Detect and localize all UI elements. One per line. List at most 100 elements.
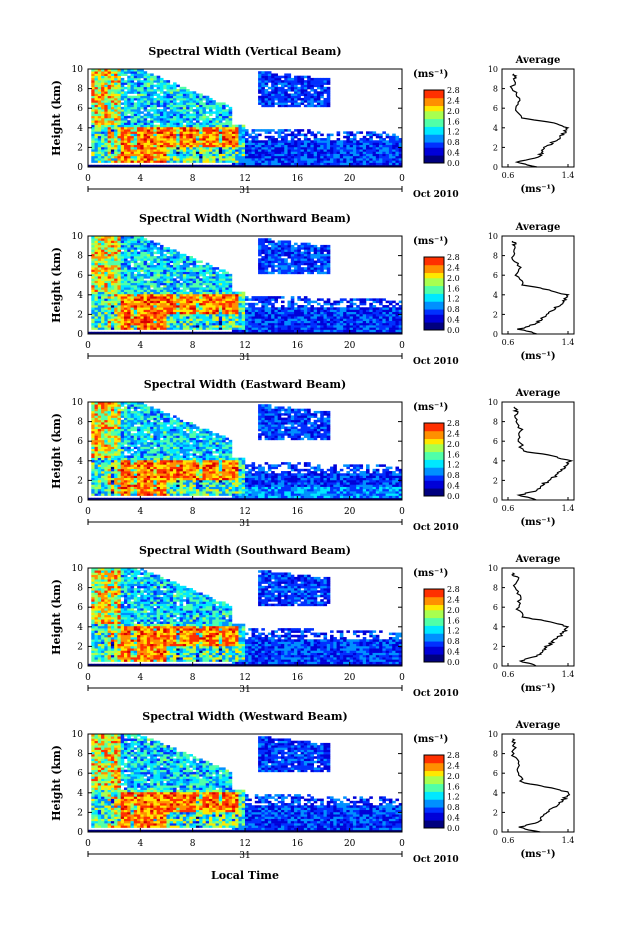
heatmap-cell bbox=[222, 302, 226, 306]
heatmap-cell bbox=[110, 240, 115, 243]
heatmap-cell bbox=[104, 273, 108, 277]
heatmap-cell bbox=[143, 260, 148, 264]
heatmap-cell bbox=[130, 158, 135, 161]
heatmap-cell bbox=[97, 135, 102, 139]
heatmap-cell bbox=[104, 100, 108, 103]
heatmap-cell bbox=[235, 160, 239, 163]
heatmap-cell bbox=[379, 140, 383, 143]
heatmap-cell bbox=[169, 282, 174, 286]
heatmap-cell bbox=[107, 153, 112, 157]
heatmap-cell bbox=[294, 302, 298, 306]
heatmap-cell bbox=[199, 285, 203, 288]
heatmap-cell bbox=[163, 285, 167, 288]
heatmap-cell bbox=[300, 133, 305, 137]
heatmap-cell bbox=[166, 285, 171, 288]
heatmap-cell bbox=[271, 325, 275, 328]
heatmap-cell bbox=[258, 91, 262, 94]
heatmap-cell bbox=[189, 93, 193, 97]
heatmap-cell bbox=[159, 102, 164, 105]
heatmap-cell bbox=[248, 146, 252, 150]
heatmap-cell bbox=[316, 251, 321, 255]
heatmap-cell bbox=[182, 309, 187, 313]
heatmap-cell bbox=[153, 287, 157, 290]
heatmap-cell bbox=[271, 311, 275, 315]
heatmap-cell bbox=[150, 278, 154, 281]
heatmap-cell bbox=[284, 327, 288, 330]
heatmap-cell bbox=[130, 69, 135, 72]
heatmap-cell bbox=[117, 113, 122, 117]
heatmap-cell bbox=[127, 82, 131, 85]
heatmap-cell bbox=[107, 71, 112, 74]
heatmap-cell bbox=[346, 142, 350, 146]
heatmap-cell bbox=[222, 311, 226, 315]
heatmap-cell bbox=[205, 311, 210, 315]
heatmap-cell bbox=[297, 313, 301, 317]
heatmap-cell bbox=[284, 77, 288, 81]
heatmap-cell bbox=[189, 120, 193, 123]
heatmap-cell bbox=[137, 264, 141, 268]
heatmap-cell bbox=[284, 329, 288, 333]
heatmap-cell bbox=[222, 155, 226, 159]
heatmap-cell bbox=[143, 80, 148, 83]
heatmap-cell bbox=[94, 135, 99, 139]
heatmap-cell bbox=[179, 86, 184, 90]
heatmap-cell bbox=[258, 260, 262, 264]
heatmap-cell bbox=[163, 115, 167, 119]
heatmap-cell bbox=[143, 291, 148, 295]
heatmap-cell bbox=[140, 296, 144, 299]
heatmap-cell bbox=[176, 316, 180, 319]
heatmap-cell bbox=[264, 302, 269, 306]
heatmap-cell bbox=[307, 260, 311, 264]
heatmap-cell bbox=[343, 153, 347, 157]
heatmap-cell bbox=[228, 276, 233, 279]
heatmap-cell bbox=[127, 153, 131, 157]
heatmap-cell bbox=[114, 133, 118, 137]
heatmap-cell bbox=[91, 253, 95, 257]
heatmap-cell bbox=[392, 158, 396, 161]
heatmap-cell bbox=[231, 331, 236, 335]
heatmap-cell bbox=[133, 291, 138, 295]
heatmap-cell bbox=[91, 89, 95, 92]
heatmap-cell bbox=[228, 278, 233, 281]
heatmap-cell bbox=[212, 140, 216, 143]
heatmap-cell bbox=[107, 262, 112, 266]
heatmap-cell bbox=[346, 158, 350, 161]
heatmap-cell bbox=[169, 138, 174, 141]
heatmap-cell bbox=[156, 109, 161, 112]
heatmap-cell bbox=[231, 142, 236, 146]
heatmap-cell bbox=[150, 285, 154, 288]
heatmap-cell bbox=[169, 102, 174, 105]
heatmap-cell bbox=[104, 158, 108, 161]
heatmap-cell bbox=[290, 307, 295, 310]
heatmap-cell bbox=[176, 271, 180, 275]
heatmap-cell bbox=[209, 293, 213, 297]
heatmap-cell bbox=[133, 86, 138, 90]
heatmap-cell bbox=[303, 309, 308, 313]
heatmap-cell bbox=[290, 104, 295, 108]
heatmap-cell bbox=[297, 249, 301, 252]
heatmap-cell bbox=[156, 131, 161, 134]
heatmap-cell bbox=[231, 124, 236, 128]
heatmap-cell bbox=[156, 135, 161, 139]
heatmap-cell bbox=[120, 91, 125, 94]
heatmap-cell bbox=[101, 71, 105, 74]
heatmap-cell bbox=[267, 104, 272, 108]
heatmap-cell bbox=[248, 322, 252, 326]
heatmap-cell bbox=[248, 313, 252, 317]
heatmap-cell bbox=[307, 142, 311, 146]
heatmap-cell bbox=[189, 309, 193, 313]
heatmap-cell bbox=[159, 287, 164, 290]
heatmap-cell bbox=[294, 271, 298, 275]
heatmap-cell bbox=[94, 106, 99, 110]
heatmap-cell bbox=[176, 262, 180, 266]
heatmap-cell bbox=[215, 298, 220, 301]
heatmap-cell bbox=[150, 131, 154, 134]
heatmap-cell bbox=[303, 75, 308, 79]
heatmap-cell bbox=[153, 258, 157, 261]
heatmap-cell bbox=[107, 276, 112, 279]
heatmap-cell bbox=[264, 100, 269, 103]
heatmap-cell bbox=[137, 316, 141, 319]
heatmap-cell bbox=[385, 160, 390, 163]
heatmap-cell bbox=[202, 264, 207, 268]
heatmap-cell bbox=[163, 93, 167, 97]
